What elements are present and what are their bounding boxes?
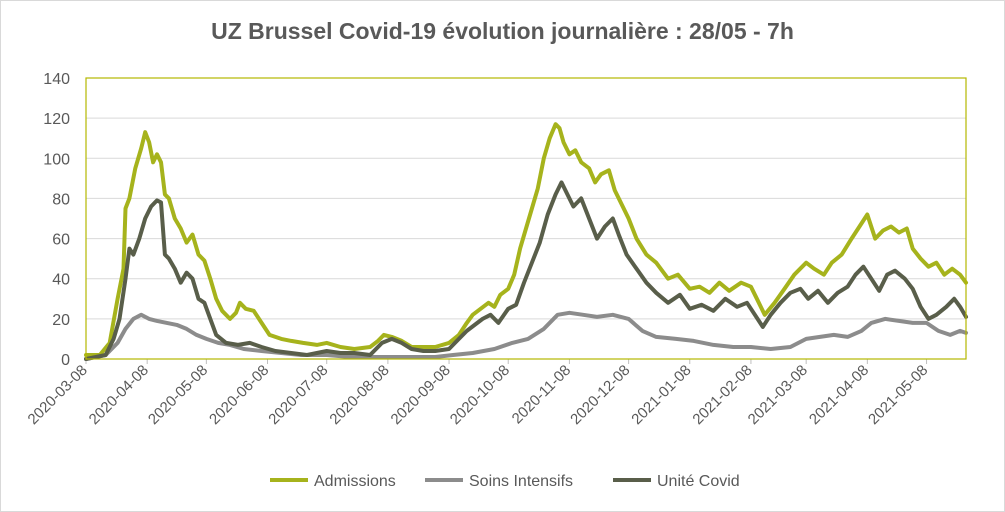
plot-area-border <box>85 77 967 360</box>
series-line-unit-covid <box>84 180 968 361</box>
y-tick-label: 100 <box>43 151 70 168</box>
legend-label: Unité Covid <box>657 473 740 490</box>
x-tick-label: 2020-08-08 <box>326 362 392 428</box>
series-line-soins-intensifs <box>84 310 968 361</box>
y-tick-label: 140 <box>43 71 70 88</box>
x-tick-label: 2020-07-08 <box>265 362 331 428</box>
x-tick-label: 2020-03-08 <box>25 362 91 428</box>
gridlines <box>86 77 966 360</box>
legend: Admissions Soins Intensifs Unité Covid <box>270 473 740 490</box>
series-lines <box>84 122 968 361</box>
legend-label: Admissions <box>314 473 396 490</box>
y-tick-label: 80 <box>52 191 70 208</box>
chart-title: UZ Brussel Covid-19 évolution journalièr… <box>211 18 794 44</box>
y-tick-label: 20 <box>52 312 70 329</box>
x-tick-label: 2020-11-08 <box>509 362 574 427</box>
x-tick-label: 2020-10-08 <box>447 362 513 428</box>
y-axis: 0 20 40 60 80 100 120 140 <box>43 71 70 369</box>
series-line-admissions <box>84 122 968 357</box>
x-axis: 2020-03-082020-04-082020-05-082020-06-08… <box>25 359 931 428</box>
x-tick-label: 2020-05-08 <box>145 362 211 428</box>
x-tick-label: 2021-05-08 <box>865 362 931 428</box>
x-tick-label: 2021-01-08 <box>628 362 694 428</box>
x-tick-label: 2020-09-08 <box>388 362 454 428</box>
x-tick-label: 2021-04-08 <box>806 362 872 428</box>
x-tick-label: 2020-06-08 <box>206 362 272 428</box>
y-tick-label: 60 <box>52 232 70 249</box>
y-tick-label: 120 <box>43 111 70 128</box>
x-tick-label: 2020-12-08 <box>567 362 633 428</box>
y-tick-label: 40 <box>52 272 70 289</box>
x-tick-label: 2020-04-08 <box>86 362 152 428</box>
y-tick-label: 0 <box>61 352 70 369</box>
legend-label: Soins Intensifs <box>469 473 573 490</box>
x-tick-label: 2021-03-08 <box>745 362 811 428</box>
